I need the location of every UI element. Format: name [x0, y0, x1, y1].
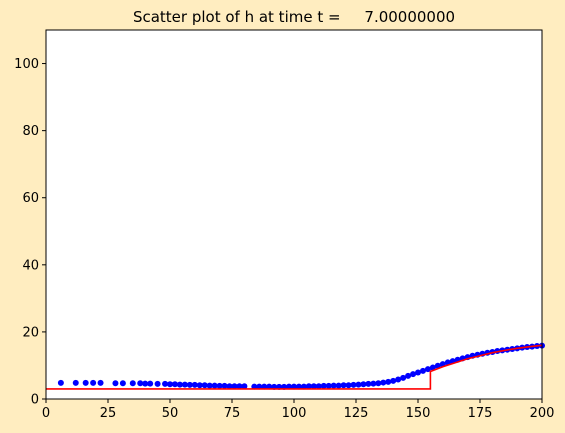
- scatter-point: [58, 380, 64, 386]
- x-tick-label: 50: [162, 406, 179, 421]
- y-tick-label: 60: [22, 191, 39, 206]
- x-tick-label: 75: [224, 406, 241, 421]
- scatter-point: [90, 380, 96, 386]
- scatter-point: [112, 380, 118, 386]
- x-tick-label: 100: [282, 406, 307, 421]
- y-tick-label: 80: [22, 124, 39, 139]
- y-tick-label: 100: [14, 57, 39, 72]
- x-tick-label: 175: [468, 406, 493, 421]
- scatter-point: [98, 380, 104, 386]
- scatter-point: [385, 379, 391, 385]
- y-tick-label: 20: [22, 325, 39, 340]
- x-tick-label: 0: [42, 406, 50, 421]
- y-tick-label: 0: [31, 393, 39, 408]
- scatter-point: [73, 380, 79, 386]
- x-tick-label: 25: [100, 406, 117, 421]
- scatter-point: [83, 380, 89, 386]
- scatter-point: [147, 381, 153, 387]
- x-tick-label: 125: [344, 406, 369, 421]
- scatter-point: [155, 381, 161, 387]
- y-tick-label: 40: [22, 258, 39, 273]
- chart-title: Scatter plot of h at time t = 7.00000000: [133, 8, 455, 26]
- plot-area: [46, 30, 542, 399]
- x-tick-label: 200: [530, 406, 555, 421]
- x-tick-label: 150: [406, 406, 431, 421]
- scatter-point: [130, 380, 136, 386]
- scatter-point: [120, 380, 126, 386]
